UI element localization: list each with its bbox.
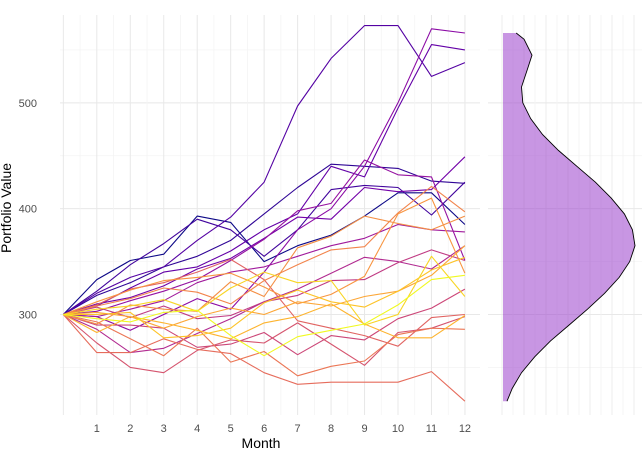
series-line-path-17 <box>63 185 466 316</box>
portfolio-lines <box>62 25 466 402</box>
x-tick-label: 10 <box>392 423 404 435</box>
series-line-path-22 <box>63 256 466 339</box>
series-line-path-9 <box>63 223 465 318</box>
series-line-path-3 <box>62 181 466 315</box>
x-tick-label: 5 <box>228 423 234 435</box>
series-line-path-19 <box>63 197 466 316</box>
series-line-path-4 <box>63 25 466 315</box>
x-tick-label: 12 <box>459 423 471 435</box>
x-axis-title: Month <box>242 435 281 449</box>
x-tick-label: 3 <box>161 423 167 435</box>
y-tick-labels: 300 400 500 <box>19 98 37 322</box>
x-tick-label: 8 <box>328 423 334 435</box>
series-line-path-16 <box>63 313 465 377</box>
series-line-path-15 <box>62 314 466 402</box>
series-line-path-12 <box>63 288 466 356</box>
y-tick-label: 400 <box>19 204 37 216</box>
x-tick-labels: 1 2 3 4 5 6 7 8 9 10 11 12 <box>94 423 471 435</box>
series-line-path-11 <box>63 249 466 320</box>
series-line-path-8 <box>63 159 466 316</box>
x-tick-label: 7 <box>295 423 301 435</box>
x-tick-label: 9 <box>361 423 367 435</box>
x-tick-label: 11 <box>426 423 437 435</box>
series-line-path-24 <box>63 274 465 357</box>
density-area <box>503 33 635 402</box>
series-line-path-13 <box>62 314 466 374</box>
series-line-path-1 <box>62 192 466 315</box>
density-panel <box>488 15 642 415</box>
series-line-path-14 <box>63 258 465 347</box>
x-tick-label: 4 <box>194 423 200 435</box>
series-line-path-21 <box>63 303 466 340</box>
series-line-path-18 <box>63 215 466 325</box>
series-line-path-2 <box>63 163 465 315</box>
y-tick-label: 500 <box>19 98 37 110</box>
series-line-path-5 <box>63 44 465 316</box>
x-tick-label: 6 <box>261 423 267 435</box>
series-line-path-6 <box>63 156 466 316</box>
x-tick-label: 2 <box>127 423 133 435</box>
y-tick-label: 300 <box>19 309 37 321</box>
series-line-path-23 <box>63 255 466 326</box>
y-axis-title: Portfolio Value <box>0 163 14 253</box>
density-outline <box>506 32 636 402</box>
x-tick-label: 1 <box>94 423 100 435</box>
